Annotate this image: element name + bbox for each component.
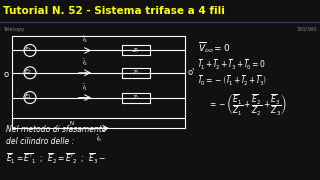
Bar (122, 68, 150, 78)
Text: o': o' (187, 68, 195, 77)
Bar (122, 93, 150, 103)
Text: $E_2$: $E_2$ (24, 67, 32, 76)
Text: $E_3$: $E_3$ (24, 45, 32, 54)
Text: $Z_2$: $Z_2$ (132, 68, 140, 77)
Text: o: o (4, 69, 9, 78)
Text: Nel metodo di sfasamento: Nel metodo di sfasamento (6, 125, 107, 134)
Text: $\bar{I}_1$: $\bar{I}_1$ (82, 82, 88, 93)
Text: $\overline{V}_{oo} = 0$: $\overline{V}_{oo} = 0$ (198, 40, 230, 55)
Text: $Z_3$: $Z_3$ (132, 46, 140, 55)
Text: $\overline{E}_1=\overline{E'}_1$  ;  $\overline{E}_2=\overline{E'}_2$  ;  $\over: $\overline{E}_1=\overline{E'}_1$ ; $\ove… (6, 151, 106, 165)
Text: $\overline{I}_1+\overline{I}_2+\overline{I}_3+\overline{I}_0 = 0$: $\overline{I}_1+\overline{I}_2+\overline… (198, 57, 266, 72)
Text: $\bar{I}_3$: $\bar{I}_3$ (82, 35, 88, 46)
Text: $Z_1$: $Z_1$ (132, 93, 140, 102)
Text: Telecopy: Telecopy (3, 27, 24, 32)
Text: Tutorial N. 52 - Sistema trifase a 4 fili: Tutorial N. 52 - Sistema trifase a 4 fil… (3, 6, 225, 16)
Text: del cilindro delle :: del cilindro delle : (6, 137, 74, 146)
Text: $E_1$: $E_1$ (24, 92, 32, 101)
Bar (122, 46, 150, 55)
Text: $= -\left(\dfrac{\overline{E}_1}{Z_1}+\dfrac{\overline{E}_2}{Z_2}+\dfrac{\overli: $= -\left(\dfrac{\overline{E}_1}{Z_1}+\d… (208, 92, 287, 118)
Text: 320/360: 320/360 (296, 27, 317, 32)
Text: N: N (70, 121, 74, 126)
Text: $\bar{I}_0$: $\bar{I}_0$ (96, 134, 102, 144)
Text: $\bar{I}_2$: $\bar{I}_2$ (82, 58, 88, 68)
Text: $\overline{I}_0 = -\left(\overline{I}_1+\overline{I}_2+\overline{I}_3\right)$: $\overline{I}_0 = -\left(\overline{I}_1+… (198, 73, 267, 88)
